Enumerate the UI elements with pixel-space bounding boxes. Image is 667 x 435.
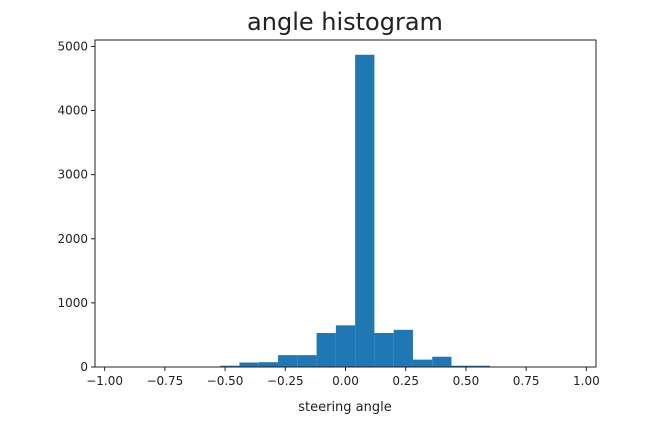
y-tick-label: 2000: [57, 232, 88, 246]
y-tick-label: 1000: [57, 296, 88, 310]
y-tick-label: 0: [80, 360, 88, 374]
x-tick-label: −0.50: [207, 374, 244, 388]
chart-title: angle histogram: [247, 8, 443, 36]
histogram-bar: [335, 325, 356, 367]
y-tick-label: 3000: [57, 168, 88, 182]
x-tick-label: −1.00: [86, 374, 123, 388]
histogram-bar: [239, 362, 259, 367]
histogram-bar: [412, 359, 433, 367]
axes-group: −1.00 −0.75 −0.50 −0.25 0.00 0.25 0.50 0.75 1.00…: [57, 39, 599, 388]
x-tick-label: 0.50: [453, 374, 480, 388]
bars-group: [220, 54, 491, 367]
x-tick-label: 0.25: [392, 374, 419, 388]
histogram-bar: [470, 365, 491, 367]
histogram-bar: [355, 54, 375, 367]
histogram-bar: [432, 356, 452, 367]
histogram-bar: [316, 333, 336, 367]
histogram-bar: [278, 355, 298, 367]
x-tick-label: 1.00: [573, 374, 600, 388]
y-tick-label: 5000: [57, 39, 88, 53]
histogram-bar: [393, 329, 413, 367]
plot-frame: [94, 39, 597, 368]
histogram-bar: [258, 362, 279, 367]
x-tick-label: −0.75: [146, 374, 183, 388]
histogram-bar: [374, 333, 394, 367]
histogram-bar: [220, 365, 240, 367]
x-tick-label: 0.75: [513, 374, 540, 388]
x-axis-label: steering angle: [298, 400, 392, 415]
x-tick-label: 0.00: [332, 374, 359, 388]
y-tick-label: 4000: [57, 104, 88, 118]
histogram-bar: [451, 365, 471, 367]
histogram-bar: [297, 355, 317, 367]
x-tick-label: −0.25: [267, 374, 304, 388]
